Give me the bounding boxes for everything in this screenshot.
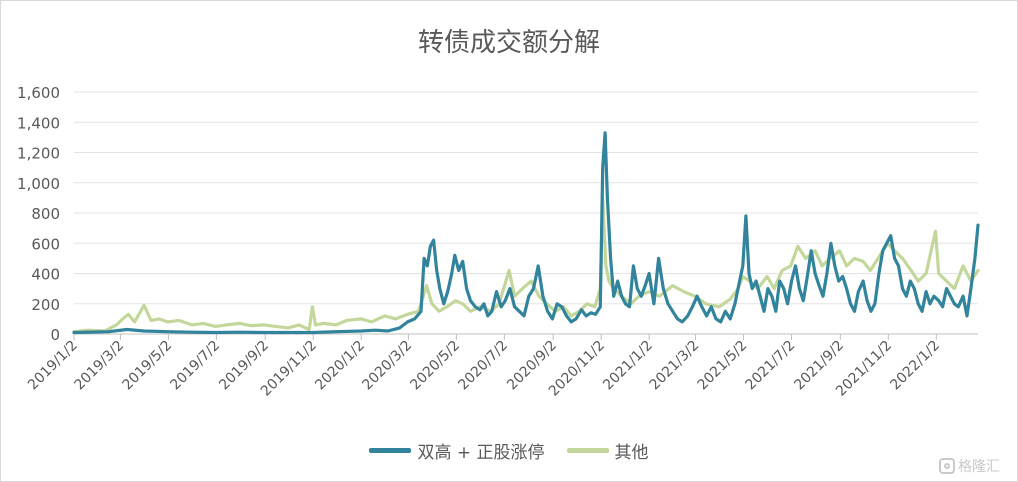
y-tick-label: 1,000 bbox=[17, 175, 60, 193]
legend-label-series-2: 其他 bbox=[614, 443, 649, 463]
x-tick-label: 2022/1/2 bbox=[887, 338, 943, 394]
y-tick-label: 200 bbox=[31, 296, 60, 314]
x-tick-label: 2020/1/2 bbox=[312, 338, 368, 394]
y-tick-label: 1,200 bbox=[17, 145, 60, 163]
y-tick-label: 1,400 bbox=[17, 114, 60, 132]
legend-item-series-2: 其他 bbox=[566, 438, 649, 463]
legend-swatch-series-1 bbox=[369, 448, 412, 453]
x-tick-label: 2020/7/2 bbox=[455, 338, 511, 394]
legend-item-series-1: 双高 + 正股涨停 bbox=[369, 438, 545, 463]
watermark-label: 格隆汇 bbox=[958, 459, 1000, 475]
x-tick-label: 2021/7/2 bbox=[743, 338, 799, 394]
x-tick-label: 2019/7/2 bbox=[167, 338, 223, 394]
y-tick-label: 400 bbox=[31, 266, 60, 284]
x-tick-label: 2020/3/2 bbox=[359, 338, 415, 394]
x-axis: 2019/1/22019/3/22019/5/22019/7/22019/9/2… bbox=[25, 334, 943, 400]
x-tick-label: 2021/5/2 bbox=[695, 338, 751, 394]
x-tick-label: 2021/1/2 bbox=[600, 338, 656, 394]
x-tick-label: 2019/1/2 bbox=[25, 338, 81, 394]
x-tick-label: 2021/3/2 bbox=[647, 338, 703, 394]
y-tick-label: 600 bbox=[31, 235, 60, 253]
series-line-1 bbox=[72, 131, 980, 335]
watermark: 格隆汇 bbox=[939, 456, 1000, 476]
series-lines bbox=[72, 131, 980, 335]
grid-lines bbox=[74, 91, 978, 335]
x-tick-label: 2020/5/2 bbox=[407, 338, 463, 394]
y-tick-label: 800 bbox=[31, 205, 60, 223]
x-tick-label: 2019/3/2 bbox=[71, 338, 127, 394]
chart-legend: 双高 + 正股涨停 其他 bbox=[0, 438, 1018, 463]
watermark-logo-icon bbox=[939, 458, 955, 474]
x-tick-label: 2019/5/2 bbox=[119, 338, 175, 394]
y-tick-label: 1,600 bbox=[17, 84, 60, 102]
y-axis-ticks: 0 200 400 600 800 1,000 1,200 1,400 1,600 bbox=[17, 84, 60, 344]
y-tick-label: 0 bbox=[50, 326, 60, 344]
chart-title: 转债成交额分解 bbox=[417, 28, 600, 58]
legend-swatch-series-2 bbox=[566, 448, 609, 453]
legend-label-series-1: 双高 + 正股涨停 bbox=[417, 443, 545, 463]
